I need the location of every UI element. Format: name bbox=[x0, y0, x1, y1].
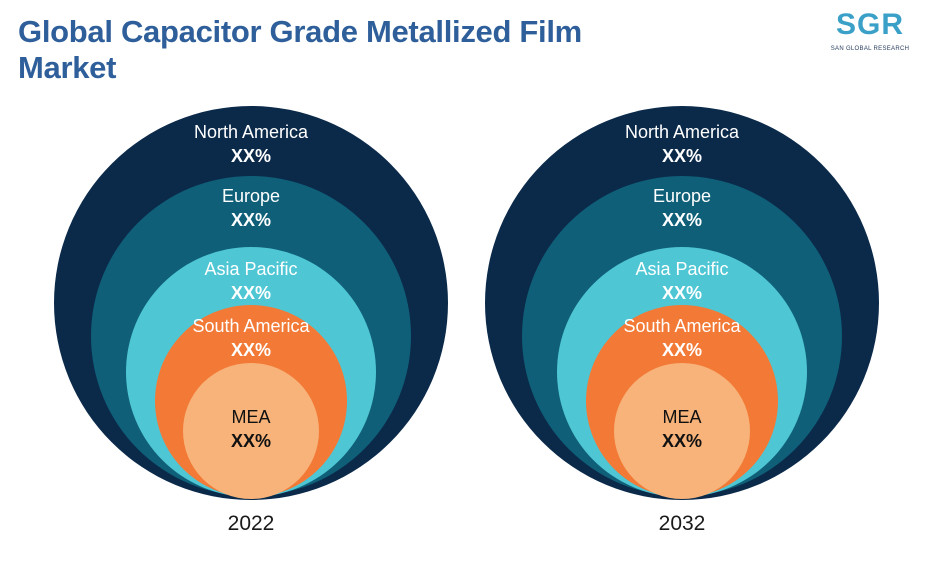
region-name: North America bbox=[624, 122, 740, 142]
region-value: XX% bbox=[230, 283, 272, 303]
region-label-mea: MEA XX% bbox=[141, 406, 361, 452]
ring-mea bbox=[183, 363, 319, 499]
region-value: XX% bbox=[661, 283, 703, 303]
region-name: South America bbox=[192, 316, 310, 336]
region-value: XX% bbox=[230, 146, 272, 166]
region-name: North America bbox=[193, 122, 309, 142]
page-title: Global Capacitor Grade Metallized Film M… bbox=[18, 14, 582, 85]
region-value: XX% bbox=[661, 146, 703, 166]
region-value: XX% bbox=[661, 210, 703, 230]
region-name: Europe bbox=[221, 186, 281, 206]
region-name: Asia Pacific bbox=[635, 259, 729, 279]
region-label-europe: Europe XX% bbox=[141, 185, 361, 231]
region-label-asia-pacific: Asia Pacific XX% bbox=[141, 258, 361, 304]
region-label-south-america: South America XX% bbox=[141, 315, 361, 361]
ring-mea bbox=[614, 363, 750, 499]
region-name: South America bbox=[623, 316, 741, 336]
year-label: 2022 bbox=[227, 512, 275, 535]
region-name: MEA bbox=[231, 407, 271, 427]
region-value: XX% bbox=[661, 431, 703, 451]
sgr-logo: SGR SAN GLOBAL RESEARCH bbox=[818, 8, 922, 60]
region-value: XX% bbox=[661, 340, 703, 360]
region-value: XX% bbox=[230, 210, 272, 230]
year-label: 2032 bbox=[658, 512, 706, 535]
region-value: XX% bbox=[230, 431, 272, 451]
region-name: Asia Pacific bbox=[204, 259, 298, 279]
region-label-south-america: South America XX% bbox=[572, 315, 792, 361]
region-label-europe: Europe XX% bbox=[572, 185, 792, 231]
region-value: XX% bbox=[230, 340, 272, 360]
region-name: Europe bbox=[652, 186, 712, 206]
region-label-north-america: North America XX% bbox=[572, 121, 792, 167]
region-label-asia-pacific: Asia Pacific XX% bbox=[572, 258, 792, 304]
region-label-mea: MEA XX% bbox=[572, 406, 792, 452]
logo-subtitle: SAN GLOBAL RESEARCH bbox=[830, 46, 910, 52]
region-name: MEA bbox=[662, 407, 702, 427]
logo-text: SGR bbox=[835, 8, 904, 41]
region-label-north-america: North America XX% bbox=[141, 121, 361, 167]
